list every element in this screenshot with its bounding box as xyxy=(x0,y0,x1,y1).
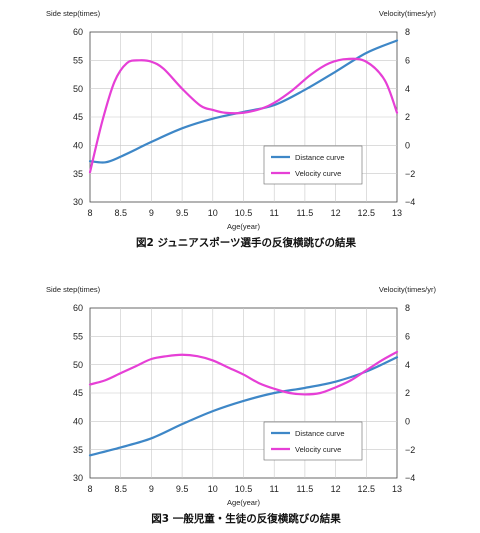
chart-1-y2-axis-title: Velocity(times/yr) xyxy=(379,9,437,18)
chart-2-y2-tick-label: −2 xyxy=(405,445,415,455)
chart-1-y-tick-label: 45 xyxy=(73,112,83,122)
chart-2-legend-box xyxy=(263,421,363,461)
chart-2-y2-tick-label: 2 xyxy=(405,388,410,398)
chart-2-y-tick-label: 35 xyxy=(73,445,83,455)
chart-2-x-tick-label: 9 xyxy=(149,484,154,494)
chart-1-legend: Distance curve Velocity curve xyxy=(263,145,363,185)
chart-2-x-tick-label: 9.5 xyxy=(176,484,189,494)
chart-1-y2-tick-label: 4 xyxy=(405,84,410,94)
chart-1-x-tick-label: 11 xyxy=(270,208,279,218)
chart-2-y-tick-label: 45 xyxy=(73,388,83,398)
chart-2-y-tick-label: 55 xyxy=(73,332,83,342)
chart-1-x-tick-label: 9 xyxy=(149,208,154,218)
chart-2-y-tick-label: 50 xyxy=(73,360,83,370)
chart-1-legend-box xyxy=(263,145,363,185)
chart-1-legend-entry: Velocity curve xyxy=(295,169,341,178)
chart-1-y2-tick-label: 0 xyxy=(405,141,410,151)
chart-2-x-tick-label: 10.5 xyxy=(235,484,253,494)
chart-junior-athletes: Side step(times) Velocity(times/yr) 8 8.5 9 9… xyxy=(46,9,437,249)
chart-2-x-tick-label: 11 xyxy=(270,484,279,494)
chart-1-y2-tick-label: −2 xyxy=(405,169,415,179)
chart-1-x-tick-label: 11.5 xyxy=(296,208,313,218)
chart-2-x-tick-label: 8 xyxy=(87,484,92,494)
chart-1-y-tick-label: 60 xyxy=(73,27,83,37)
chart-1-x-tick-label: 9.5 xyxy=(176,208,189,218)
chart-2-series-distance-curve xyxy=(88,356,399,457)
chart-2-y2-axis-title: Velocity(times/yr) xyxy=(379,285,437,294)
chart-2-y2-tick-label: 0 xyxy=(405,417,410,427)
chart-2-x-tick-label: 12.5 xyxy=(358,484,376,494)
chart-1-x-tick-label: 13 xyxy=(392,208,402,218)
chart-2-y2-tick-label: 8 xyxy=(405,303,410,313)
chart-2-legend-entry: Velocity curve xyxy=(295,445,341,454)
chart-2-y-axis-title: Side step(times) xyxy=(46,285,101,294)
chart-1-y2-tick-label: −4 xyxy=(405,197,415,207)
chart-2-y-tick-label: 40 xyxy=(73,417,83,427)
chart-1-y-axis-title: Side step(times) xyxy=(46,9,101,18)
chart-1-x-tick-label: 12.5 xyxy=(358,208,376,218)
chart-1-x-tick-label: 10 xyxy=(208,208,218,218)
chart-2-y2-tick-label: 6 xyxy=(405,332,410,342)
chart-1-x-axis-title: Age(year) xyxy=(227,222,260,231)
chart-1-y2-tick-label: 2 xyxy=(405,112,410,122)
chart-1-y-tick-label: 30 xyxy=(73,197,83,207)
chart-1-series-velocity-curve xyxy=(88,57,399,174)
chart-2-y2-tick-label: 4 xyxy=(405,360,410,370)
chart-1-x-tick-label: 10.5 xyxy=(235,208,253,218)
chart-1-y-tick-label: 50 xyxy=(73,84,83,94)
chart-2-caption: 図3 一般児童・生徒の反復横跳びの結果 xyxy=(151,512,341,525)
chart-2-x-tick-label: 11.5 xyxy=(296,484,313,494)
chart-2-x-tick-label: 8.5 xyxy=(114,484,127,494)
chart-1-y2-tick-label: 6 xyxy=(405,56,410,66)
chart-2-y-tick-label: 30 xyxy=(73,473,83,483)
chart-1-y2-tick-label: 8 xyxy=(405,27,410,37)
chart-2-y2-tick-label: −4 xyxy=(405,473,415,483)
chart-1-x-tick-label: 8 xyxy=(87,208,92,218)
chart-1-y-tick-label: 40 xyxy=(73,141,83,151)
chart-2-y-tick-label: 60 xyxy=(73,303,83,313)
chart-1-y-tick-label: 35 xyxy=(73,169,83,179)
chart-1-y-tick-label: 55 xyxy=(73,56,83,66)
chart-1-x-tick-label: 8.5 xyxy=(114,208,127,218)
chart-2-x-tick-label: 13 xyxy=(392,484,402,494)
chart-2-x-tick-label: 10 xyxy=(208,484,218,494)
chart-general-students: Side step(times) Velocity(times/yr) 8 8.5 9 9… xyxy=(46,285,437,525)
chart-2-x-axis-title: Age(year) xyxy=(227,498,260,507)
chart-1-caption: 図2 ジュニアスポーツ選手の反復横跳びの結果 xyxy=(136,236,357,249)
chart-2-x-tick-label: 12 xyxy=(331,484,341,494)
chart-1-series-distance-curve xyxy=(88,39,399,164)
chart-2-series-velocity-curve xyxy=(88,350,399,396)
chart-2-legend: Distance curve Velocity curve xyxy=(263,421,363,461)
chart-1-x-tick-label: 12 xyxy=(331,208,341,218)
chart-2-legend-entry: Distance curve xyxy=(295,429,345,438)
chart-1-legend-entry: Distance curve xyxy=(295,153,345,162)
